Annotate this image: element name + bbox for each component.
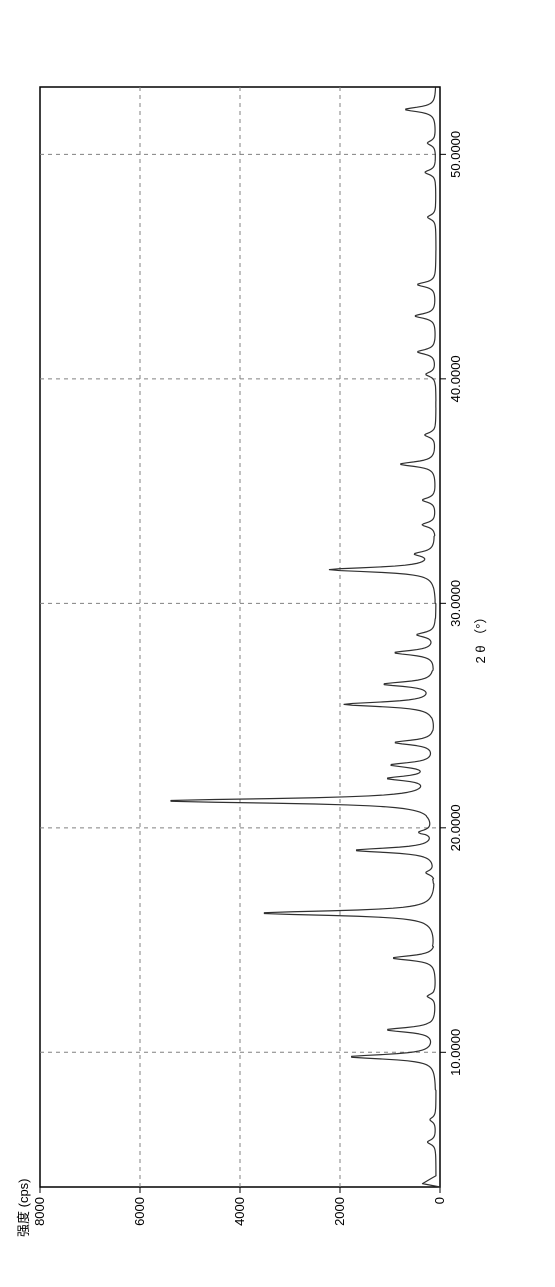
xtick-label: 30.0000 [448,580,463,627]
xrd-chart: 10.0000 20.0000 30.0000 40.0000 50.0000 0 2000… [0,0,555,1287]
ytick-label: 6000 [132,1197,147,1226]
xtick-label: 50.0000 [448,131,463,178]
ytick-label: 2000 [332,1197,347,1226]
xrd-trace [171,87,440,1187]
xtick-label: 20.0000 [448,804,463,851]
ytick-label: 4000 [232,1197,247,1226]
y-axis-label: 强度 (cps) [16,1178,31,1237]
ytick-label: 0 [432,1197,447,1204]
plot-border [40,87,440,1187]
x-axis-label: 2 θ （°） [473,611,488,664]
xtick-label: 10.0000 [448,1029,463,1076]
ytick-label: 8000 [32,1197,47,1226]
xtick-label: 40.0000 [448,355,463,402]
